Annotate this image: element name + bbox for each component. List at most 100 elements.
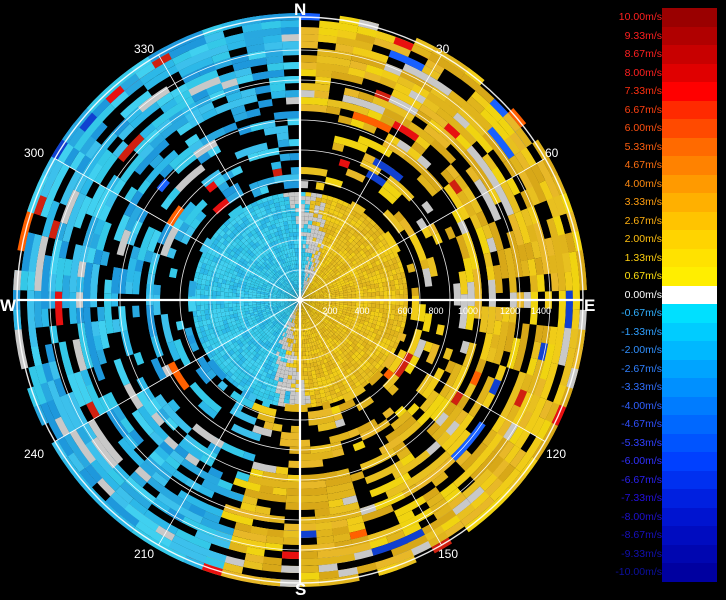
velocity-cell bbox=[509, 448, 527, 469]
velocity-cell bbox=[460, 73, 495, 104]
velocity-cell bbox=[289, 359, 294, 364]
velocity-cell bbox=[509, 131, 527, 152]
velocity-cell bbox=[310, 232, 315, 238]
velocity-cell bbox=[273, 336, 278, 342]
velocity-cell bbox=[308, 308, 312, 312]
velocity-cell bbox=[310, 279, 314, 284]
velocity-cell bbox=[201, 342, 208, 350]
velocity-cell bbox=[72, 338, 87, 372]
velocity-cell bbox=[349, 337, 356, 343]
velocity-cell bbox=[359, 350, 366, 357]
velocity-cell bbox=[191, 44, 229, 64]
velocity-cell bbox=[243, 383, 250, 391]
velocity-cell bbox=[295, 307, 298, 312]
velocity-cell bbox=[306, 322, 309, 328]
velocity-cell bbox=[492, 459, 510, 478]
velocity-cell bbox=[282, 327, 286, 333]
velocity-cell bbox=[411, 141, 426, 156]
velocity-cell bbox=[419, 390, 440, 413]
velocity-cell bbox=[245, 272, 251, 278]
velocity-cell bbox=[272, 303, 277, 306]
velocity-cell bbox=[305, 319, 308, 324]
velocity-cell bbox=[210, 343, 217, 350]
velocity-cell bbox=[289, 399, 295, 404]
velocity-cell bbox=[493, 264, 503, 294]
velocity-cell bbox=[311, 297, 316, 299]
legend-swatch bbox=[662, 45, 717, 64]
velocity-cell bbox=[287, 283, 291, 288]
velocity-cell bbox=[124, 476, 156, 504]
velocity-cell bbox=[216, 308, 221, 314]
velocity-cell bbox=[254, 330, 260, 336]
velocity-cell bbox=[318, 563, 338, 573]
velocity-cell bbox=[311, 333, 315, 339]
velocity-cell bbox=[272, 168, 283, 177]
velocity-cell bbox=[341, 285, 347, 289]
velocity-cell bbox=[292, 301, 297, 303]
velocity-cell bbox=[469, 370, 482, 386]
velocity-cell bbox=[288, 308, 292, 312]
velocity-cell bbox=[306, 359, 311, 364]
legend-label: -1.33m/s bbox=[621, 325, 662, 338]
velocity-cell bbox=[564, 232, 576, 253]
velocity-cell bbox=[322, 245, 328, 251]
velocity-cell bbox=[48, 360, 61, 381]
velocity-cell bbox=[261, 311, 267, 315]
velocity-cell bbox=[219, 230, 226, 238]
velocity-cell bbox=[356, 246, 363, 253]
legend-row: -6.00m/s bbox=[600, 452, 726, 471]
legend-label: -5.33m/s bbox=[621, 436, 662, 449]
velocity-cell bbox=[475, 226, 491, 255]
velocity-cell bbox=[49, 325, 59, 344]
velocity-cell bbox=[285, 310, 289, 315]
velocity-cell bbox=[277, 324, 282, 330]
velocity-cell bbox=[241, 254, 248, 261]
velocity-cell bbox=[291, 314, 295, 319]
velocity-cell bbox=[289, 391, 296, 396]
velocity-cell bbox=[284, 390, 291, 396]
velocity-cell bbox=[356, 318, 361, 323]
velocity-cell bbox=[253, 309, 258, 313]
velocity-cell bbox=[329, 239, 334, 245]
velocity-cell bbox=[310, 320, 314, 325]
velocity-cell bbox=[251, 350, 258, 356]
velocity-cell bbox=[302, 294, 307, 298]
velocity-cell bbox=[319, 257, 324, 262]
velocity-cell bbox=[366, 285, 372, 290]
velocity-cell bbox=[334, 242, 340, 249]
velocity-cell bbox=[276, 297, 281, 299]
velocity-cell bbox=[288, 330, 292, 335]
velocity-cell bbox=[326, 328, 332, 333]
velocity-cell bbox=[222, 239, 229, 246]
velocity-cell bbox=[277, 239, 282, 244]
velocity-cell bbox=[319, 20, 359, 33]
velocity-cell bbox=[313, 233, 318, 239]
velocity-cell bbox=[312, 287, 317, 291]
velocity-cell bbox=[237, 347, 244, 354]
velocity-cell bbox=[317, 381, 323, 387]
velocity-cell bbox=[224, 288, 229, 293]
velocity-cell bbox=[300, 196, 306, 201]
velocity-cell bbox=[327, 98, 370, 116]
velocity-cell bbox=[321, 273, 326, 278]
velocity-cell bbox=[308, 307, 313, 311]
velocity-cell bbox=[303, 260, 307, 265]
velocity-cell bbox=[290, 281, 294, 286]
velocity-cell bbox=[297, 276, 299, 281]
velocity-cell bbox=[213, 313, 218, 319]
velocity-cell bbox=[336, 322, 342, 327]
velocity-cell bbox=[307, 287, 311, 291]
velocity-cell bbox=[292, 343, 296, 348]
legend-swatch bbox=[662, 304, 717, 323]
velocity-cell bbox=[297, 303, 299, 308]
velocity-cell bbox=[301, 335, 305, 340]
velocity-cell bbox=[268, 280, 274, 284]
velocity-cell bbox=[300, 104, 328, 113]
velocity-cell bbox=[287, 321, 291, 326]
velocity-cell bbox=[204, 340, 211, 348]
velocity-cell bbox=[286, 216, 292, 221]
velocity-cell bbox=[321, 231, 326, 237]
velocity-cell bbox=[278, 325, 283, 331]
velocity-cell bbox=[301, 303, 303, 308]
velocity-cell bbox=[335, 280, 341, 284]
